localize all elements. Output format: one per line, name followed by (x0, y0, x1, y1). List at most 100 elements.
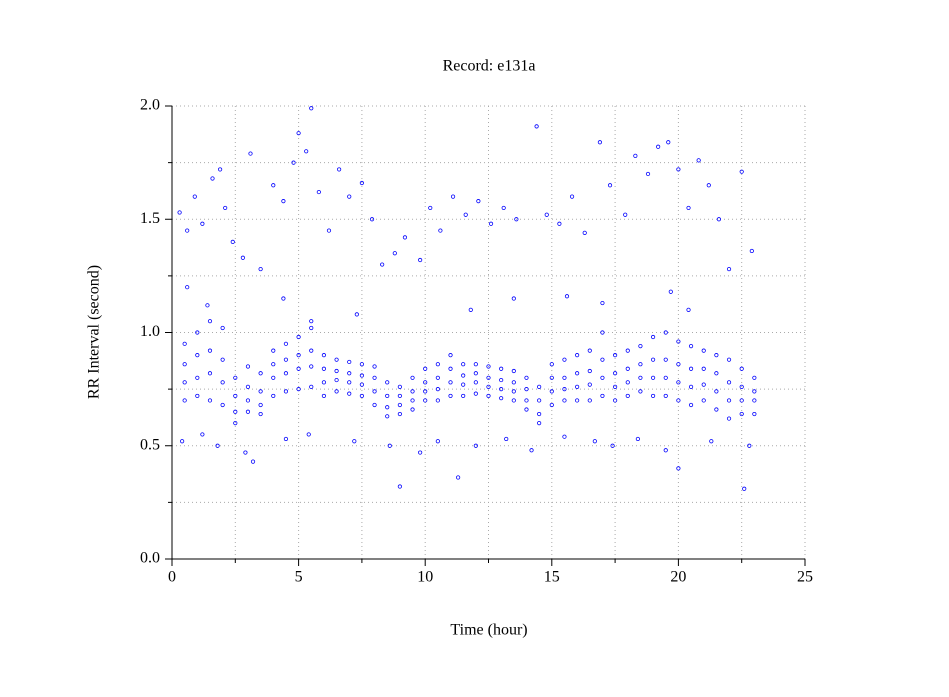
point (625, 393, 630, 399)
point (435, 362, 440, 367)
y-tick-label: 0.5 (140, 436, 160, 453)
point (271, 183, 276, 188)
point (450, 194, 456, 199)
point (463, 212, 468, 217)
y-axis-label: RR Interval (second) (86, 265, 103, 399)
point (182, 398, 187, 403)
point (701, 366, 706, 371)
point (250, 459, 256, 464)
point (296, 353, 301, 358)
point (372, 389, 377, 394)
point (499, 377, 504, 383)
point (650, 375, 656, 380)
point (587, 368, 592, 374)
point (271, 348, 276, 353)
point (739, 169, 744, 174)
point (600, 330, 605, 335)
point (385, 380, 390, 385)
point (562, 387, 567, 392)
point (192, 194, 197, 199)
point (283, 389, 289, 394)
point (258, 411, 263, 417)
point (354, 312, 359, 317)
point (625, 348, 630, 353)
point (752, 411, 757, 417)
point (549, 362, 554, 367)
point (218, 167, 223, 172)
point (309, 384, 314, 389)
point (448, 393, 453, 399)
x-tick-label: 15 (544, 569, 560, 586)
point (676, 339, 681, 344)
point (549, 402, 554, 408)
point (281, 296, 286, 301)
point (511, 398, 516, 403)
point (709, 439, 714, 444)
point (686, 205, 691, 211)
point (638, 362, 643, 367)
point (392, 251, 397, 256)
point (359, 393, 364, 399)
point (207, 371, 213, 376)
point (309, 364, 314, 369)
point (488, 221, 494, 226)
point (663, 375, 668, 380)
point (283, 371, 289, 376)
point (752, 389, 757, 394)
point (549, 375, 554, 380)
point (575, 384, 580, 389)
point (529, 448, 534, 453)
point (569, 194, 575, 199)
point (207, 319, 213, 324)
point (200, 432, 205, 437)
point (258, 389, 263, 394)
point (511, 389, 516, 394)
point (486, 393, 491, 399)
point (739, 384, 744, 389)
point (397, 484, 402, 489)
point (334, 377, 339, 383)
point (347, 359, 352, 365)
point (245, 384, 251, 389)
point (726, 416, 732, 421)
point (537, 384, 542, 389)
point (486, 364, 491, 369)
point (385, 414, 390, 419)
point (663, 393, 668, 399)
point (473, 371, 478, 376)
point (575, 371, 580, 376)
point (562, 434, 567, 439)
point (701, 348, 706, 353)
point (597, 140, 603, 145)
point (321, 380, 327, 385)
point (347, 371, 352, 376)
point (233, 375, 238, 380)
point (456, 475, 461, 480)
point (334, 389, 339, 394)
point (435, 439, 440, 444)
point (688, 343, 694, 349)
point (271, 362, 276, 367)
point (195, 330, 200, 335)
point (215, 443, 220, 448)
point (514, 217, 519, 222)
point (511, 296, 516, 301)
point (600, 300, 605, 306)
point (410, 375, 415, 380)
point (623, 212, 628, 217)
point (476, 199, 481, 204)
point (625, 380, 630, 385)
point (271, 393, 276, 399)
point (337, 167, 342, 172)
point (714, 389, 719, 394)
point (309, 325, 314, 331)
point (638, 343, 643, 349)
point (435, 398, 440, 403)
point (435, 375, 440, 380)
point (701, 398, 706, 403)
point (610, 443, 615, 448)
point (334, 368, 339, 374)
point (592, 439, 597, 444)
